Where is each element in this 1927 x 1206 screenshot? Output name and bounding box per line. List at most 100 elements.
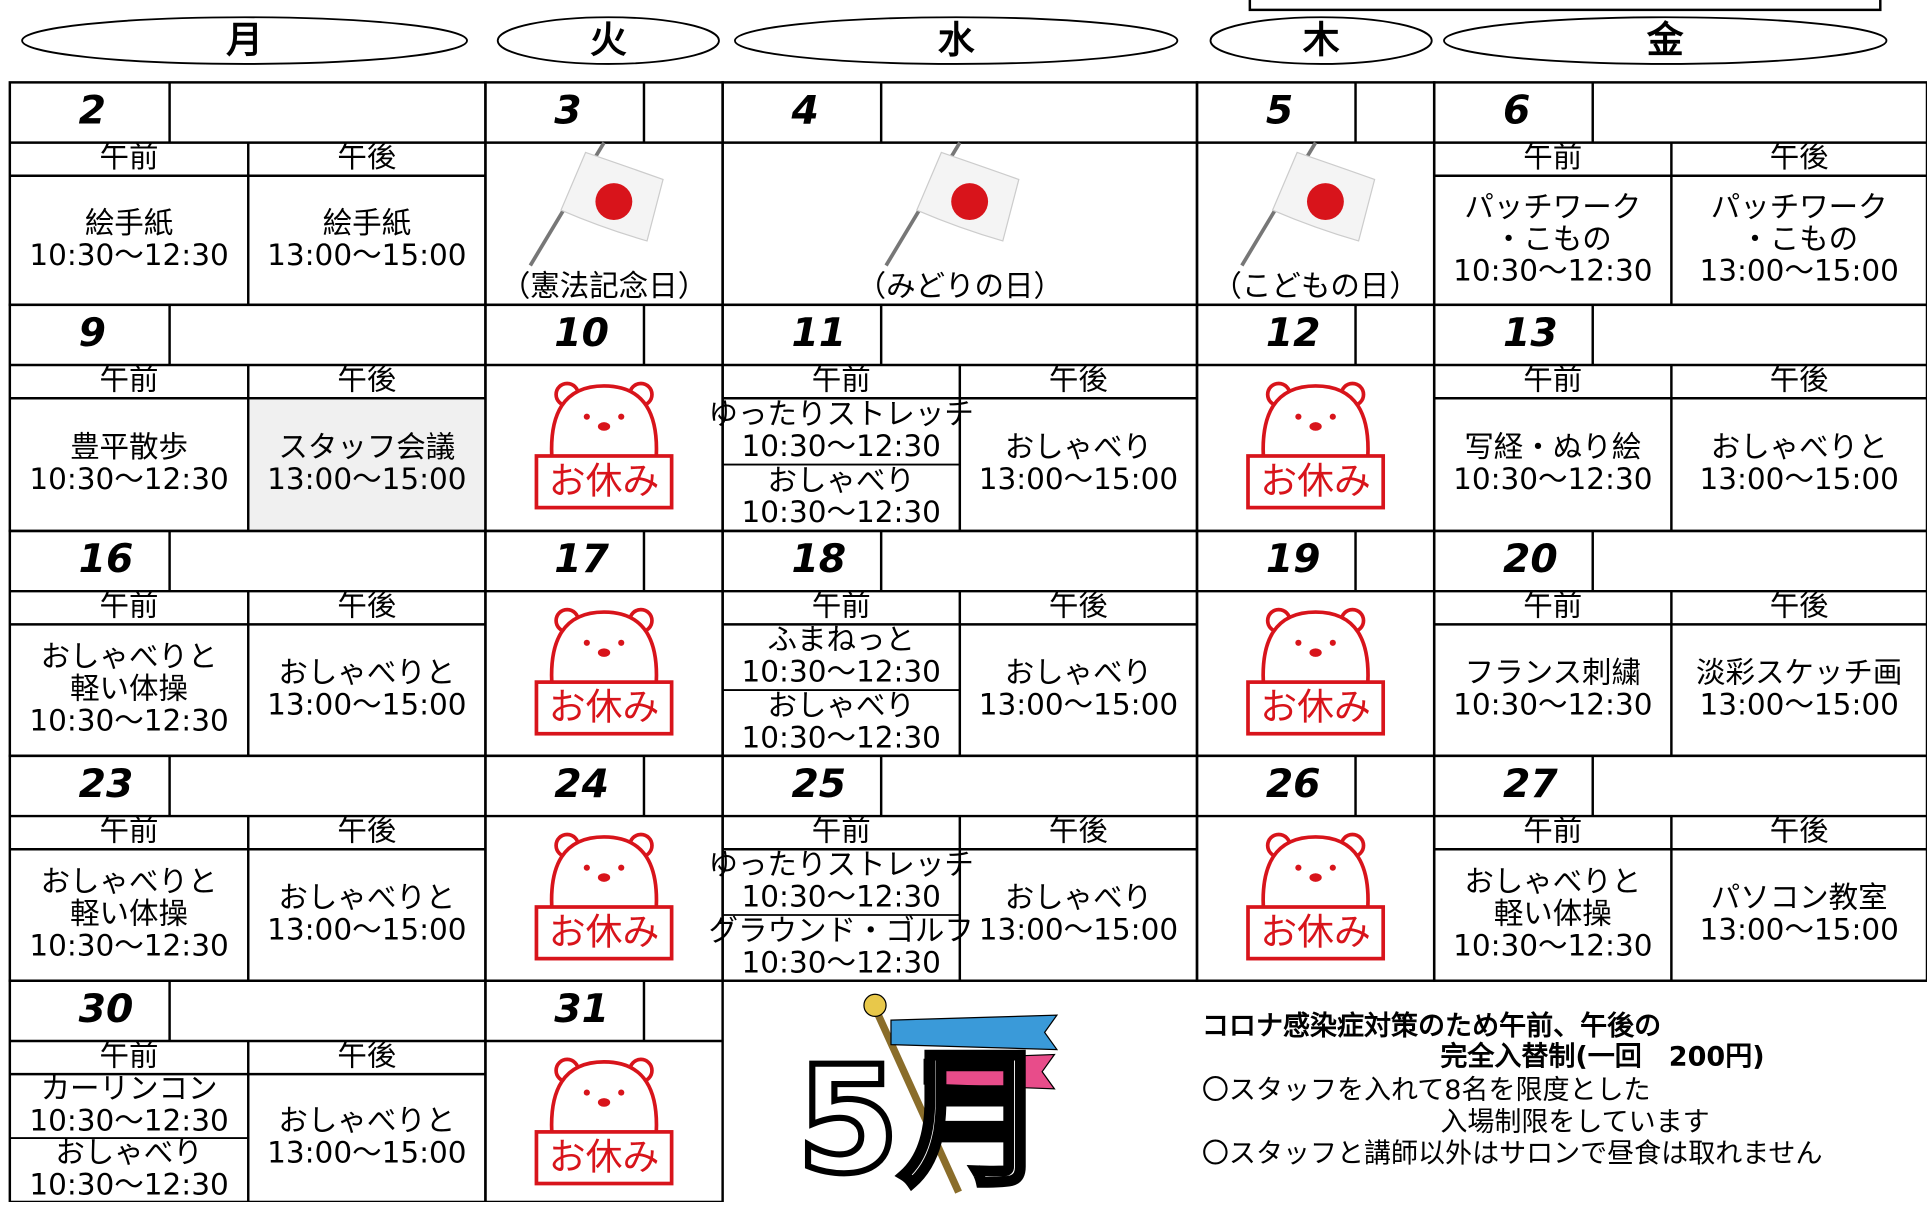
cell-text: 10:30～12:30 [29, 1104, 228, 1138]
flag-sun [595, 183, 633, 221]
bear-nose [597, 422, 611, 431]
cell-text: ふまねっと [768, 623, 915, 657]
bear-eye [1329, 639, 1336, 646]
cell-text: 軽い体操 [70, 672, 188, 706]
cell-text: 10:30～12:30 [742, 655, 941, 689]
cell-text: 軽い体操 [70, 896, 188, 930]
cell-text: おしゃべりと [41, 865, 218, 899]
cell-text: おしゃべりと [278, 881, 455, 915]
cell-text: 10:30～12:30 [1453, 688, 1652, 722]
cell-text: 午後 [1770, 140, 1829, 174]
bear-eye [618, 864, 625, 871]
cell-text: 18 [791, 537, 846, 582]
bear-nose [1309, 873, 1322, 882]
cell-text: 午前 [812, 363, 871, 397]
cell-text: 午前 [812, 814, 871, 848]
closed-icon: お休み [1246, 381, 1386, 510]
cell-text: 午後 [337, 140, 396, 174]
cell-text: パッチワーク [1464, 190, 1641, 224]
cell-text: ・こもの [1494, 222, 1612, 256]
cell-text: 10 [554, 311, 609, 356]
cell-text: 月 [226, 18, 263, 61]
cell-text: 午前 [1523, 140, 1582, 174]
cell-text: 25 [791, 762, 846, 807]
carp-pink [923, 1053, 1056, 1090]
closed-text: お休み [1260, 460, 1371, 503]
cell-text: おしゃべりと [1464, 865, 1641, 899]
cell-text: 10:30～12:30 [1453, 928, 1652, 962]
cell-text: おしゃべり [1005, 656, 1152, 690]
cell-text: 午後 [337, 814, 396, 848]
cell-text: 17 [554, 537, 609, 582]
bear-eye [618, 413, 625, 420]
cell-text: 11 [791, 311, 846, 356]
cell-text: ・こもの [1740, 222, 1858, 256]
cell-text: おしゃべり [768, 463, 915, 497]
cell-text: 13:00～15:00 [1699, 688, 1898, 722]
cell-text: 午後 [337, 1038, 396, 1072]
cell-text: 午前 [100, 363, 159, 397]
cell-text: おしゃべり [1005, 430, 1152, 464]
cell-text: おしゃべりと [278, 656, 455, 690]
cell-text: 6 [1503, 89, 1530, 134]
flag-icon [528, 141, 664, 267]
bear-eye [1329, 413, 1336, 420]
cell-text: 13:00～15:00 [267, 238, 466, 272]
cell-text: 12 [1266, 311, 1321, 356]
flag-sun [951, 183, 989, 221]
cell-text: 20 [1503, 537, 1558, 582]
weekday-header [733, 16, 1179, 65]
cell-text: おしゃべりと [1711, 430, 1888, 464]
cell-text: 13:00～15:00 [1699, 254, 1898, 288]
cell-text: 30 [79, 987, 134, 1032]
bear-eye [583, 639, 590, 646]
bear-eye [618, 1089, 625, 1096]
cell-text: 午後 [1770, 814, 1829, 848]
cell-text: 〇スタッフと講師以外はサロンで昼食は取れません [1202, 1139, 1823, 1170]
top-box [1248, 0, 1882, 12]
flag-sun [1306, 183, 1344, 221]
cell-text: 13:00～15:00 [1699, 912, 1898, 946]
flag-icon [884, 141, 1020, 267]
cell-text: 午前 [100, 1038, 159, 1072]
cell-text: 13:00～15:00 [267, 1136, 466, 1170]
pole [871, 1006, 962, 1194]
cell-text: フランス刺繍 [1465, 656, 1641, 690]
cell-text: 4 [790, 89, 818, 134]
bear-eye [583, 864, 590, 871]
cell-text: 午後 [1770, 363, 1829, 397]
cell-text: スタッフ会議 [278, 430, 455, 464]
closed-sign [534, 905, 674, 961]
cell-text: 軽い体操 [1494, 896, 1612, 930]
cell-text: 13:00～15:00 [979, 912, 1178, 946]
cell-text: 水 [938, 18, 975, 61]
cell-text: 写経・ぬり絵 [1464, 430, 1641, 464]
cell-text: 10:30～12:30 [1453, 462, 1652, 496]
cell-text: 13:00～15:00 [979, 688, 1178, 722]
bear-nose [597, 648, 611, 657]
cell-text: カーリンコン [41, 1072, 218, 1106]
cell-text: 10:30～12:30 [29, 928, 228, 962]
closed-text: お休み [549, 460, 660, 503]
cell-text: おしゃべり [768, 688, 915, 722]
bear-eye [618, 639, 625, 646]
pole-top [863, 993, 887, 1018]
cell-text: 31 [554, 987, 609, 1032]
cell-text: 午前 [812, 589, 871, 623]
cell-text: 19 [1266, 537, 1321, 582]
cell-text: 淡彩スケッチ画 [1696, 656, 1902, 690]
closed-icon: お休み [534, 381, 674, 510]
cell-text: （こどもの日） [1212, 269, 1418, 303]
bear-eye [1329, 864, 1336, 871]
cell-text: おしゃべり [1005, 881, 1152, 915]
closed-sign [534, 1130, 674, 1186]
cell-text: 豊平散歩 [70, 430, 188, 464]
cell-text: 絵手紙 [323, 206, 411, 240]
weekday-header [1209, 16, 1433, 65]
cell-text: 絵手紙 [85, 206, 173, 240]
closed-sign [1246, 454, 1386, 510]
cell-text: 午後 [337, 589, 396, 623]
closed-text: お休み [1260, 911, 1371, 954]
closed-icon: お休み [534, 832, 674, 961]
cell-text: 午後 [1049, 589, 1108, 623]
